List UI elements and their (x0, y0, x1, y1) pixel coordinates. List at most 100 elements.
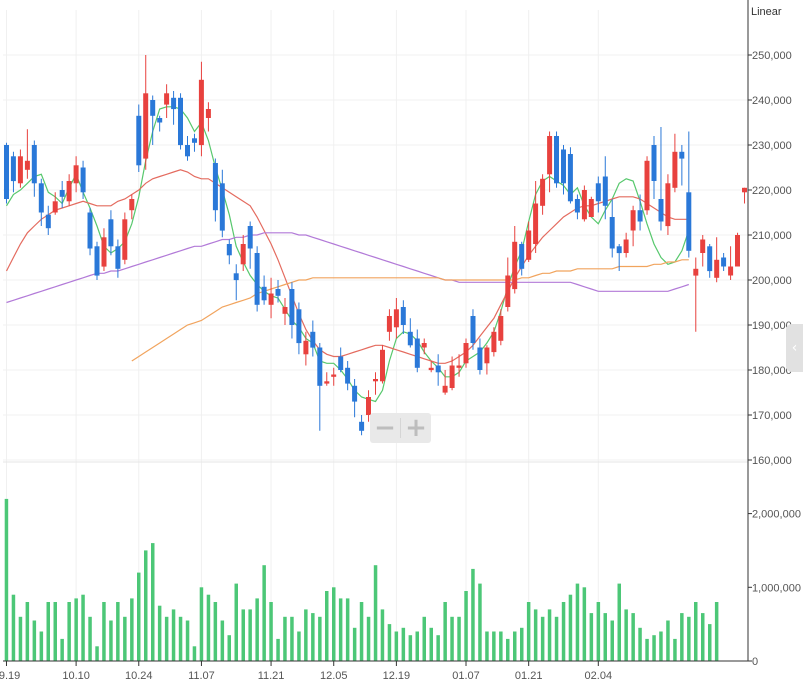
volume-bar[interactable] (213, 602, 218, 661)
candle-up[interactable] (52, 192, 58, 215)
volume-bar[interactable] (366, 616, 371, 661)
volume-bar[interactable] (338, 598, 343, 661)
volume-bar[interactable] (192, 646, 197, 661)
candle-down[interactable] (212, 158, 218, 222)
candle-down[interactable] (94, 241, 100, 280)
volume-bar[interactable] (589, 613, 594, 661)
side-panel-toggle[interactable]: ‹ (786, 324, 803, 372)
volume-bar[interactable] (401, 627, 406, 661)
candle-up[interactable] (665, 174, 671, 235)
volume-bar[interactable] (345, 598, 350, 661)
candle-down[interactable] (226, 239, 232, 265)
candle-down[interactable] (574, 194, 580, 220)
volume-bar[interactable] (547, 609, 552, 661)
volume-bar[interactable] (645, 638, 649, 661)
volume-bar[interactable] (373, 565, 378, 661)
candle-up[interactable] (17, 149, 23, 188)
volume-bar[interactable] (81, 594, 85, 661)
volume-bar[interactable] (506, 638, 510, 661)
volume-bar[interactable] (582, 587, 587, 661)
volume-bar[interactable] (422, 616, 427, 661)
volume-bar[interactable] (638, 627, 642, 661)
volume-bar[interactable] (380, 609, 385, 661)
volume-bar[interactable] (659, 631, 663, 662)
volume-bar[interactable] (352, 627, 357, 661)
candle-up[interactable] (24, 129, 30, 179)
volume-bar[interactable] (255, 598, 259, 661)
candle-up[interactable] (735, 232, 740, 267)
candle-up[interactable] (540, 174, 546, 215)
volume-series[interactable] (4, 498, 719, 662)
volume-bar[interactable] (178, 616, 183, 661)
volume-bar[interactable] (67, 602, 71, 661)
candle-up[interactable] (303, 331, 309, 366)
volume-bar[interactable] (269, 602, 273, 661)
candle-down[interactable] (108, 210, 114, 256)
candle-down[interactable] (338, 347, 344, 373)
volume-bar[interactable] (227, 635, 232, 661)
candle-down[interactable] (171, 91, 177, 125)
candle-down[interactable] (4, 142, 9, 204)
volume-bar[interactable] (311, 613, 315, 661)
candle-down[interactable] (352, 379, 358, 418)
candle-down[interactable] (658, 127, 664, 231)
candle-up[interactable] (672, 133, 678, 193)
candle-up[interactable] (198, 61, 204, 157)
candle-up[interactable] (547, 131, 553, 193)
candle-down[interactable] (679, 145, 685, 186)
volume-bar[interactable] (443, 602, 447, 661)
volume-bar[interactable] (18, 616, 23, 661)
candle-down[interactable] (219, 169, 225, 238)
candle-up[interactable] (623, 232, 629, 258)
candle-up[interactable] (442, 370, 448, 395)
volume-bar[interactable] (144, 550, 148, 661)
candle-down[interactable] (414, 329, 420, 373)
candle-down[interactable] (38, 178, 44, 226)
volume-bar[interactable] (74, 598, 78, 661)
candle-down[interactable] (637, 194, 643, 231)
volume-bar[interactable] (408, 635, 413, 661)
volume-bar[interactable] (60, 638, 64, 661)
candle-down[interactable] (233, 264, 239, 301)
candle-up[interactable] (533, 181, 539, 253)
candle-down[interactable] (554, 131, 559, 188)
volume-bar[interactable] (304, 609, 308, 661)
volume-bar[interactable] (164, 616, 169, 661)
volume-bar[interactable] (499, 631, 503, 662)
volume-bar[interactable] (666, 620, 670, 662)
volume-bar[interactable] (199, 587, 204, 661)
candle-up[interactable] (373, 372, 378, 395)
volume-bar[interactable] (526, 602, 531, 661)
volume-bar[interactable] (603, 613, 608, 661)
volume-bar[interactable] (46, 602, 51, 661)
candle-down[interactable] (345, 361, 351, 391)
candle-down[interactable] (651, 136, 657, 199)
candle-down[interactable] (289, 282, 295, 339)
volume-bar[interactable] (234, 583, 239, 661)
candle-down[interactable] (192, 133, 197, 152)
volume-bar[interactable] (415, 631, 420, 662)
volume-bar[interactable] (11, 594, 16, 661)
volume-bar[interactable] (332, 587, 336, 661)
volume-bar[interactable] (109, 620, 113, 662)
candle-down[interactable] (567, 147, 573, 204)
candle-down[interactable] (519, 241, 525, 276)
candle-up[interactable] (331, 367, 337, 386)
volume-bar[interactable] (429, 627, 434, 661)
candle-up[interactable] (449, 356, 455, 391)
volume-bar[interactable] (554, 616, 559, 661)
candle-down[interactable] (561, 145, 566, 195)
volume-bar[interactable] (561, 602, 566, 661)
volume-bar[interactable] (485, 631, 489, 662)
candle-up[interactable] (73, 156, 79, 193)
candle-up[interactable] (728, 246, 734, 280)
volume-bar[interactable] (297, 631, 301, 662)
volume-bar[interactable] (359, 602, 364, 661)
volume-bar[interactable] (492, 631, 496, 662)
candle-up[interactable] (66, 174, 72, 206)
volume-bar[interactable] (436, 635, 440, 661)
candle-up[interactable] (421, 338, 427, 355)
candlestick-series[interactable] (4, 55, 747, 436)
volume-bar[interactable] (248, 609, 252, 661)
candle-down[interactable] (407, 318, 413, 348)
